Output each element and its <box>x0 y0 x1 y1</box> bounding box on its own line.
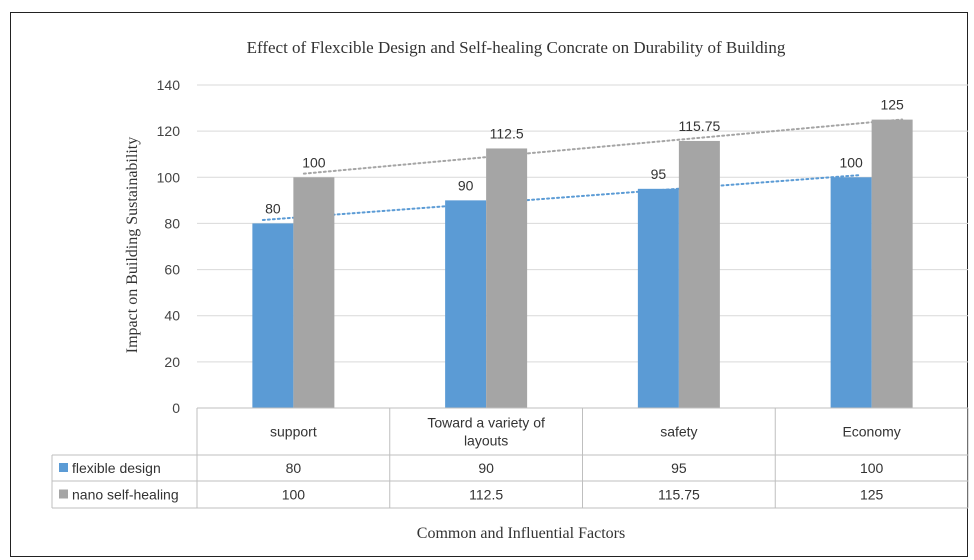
legend-swatch <box>59 489 68 499</box>
y-axis-title: Impact on Building Sustainability <box>124 137 141 353</box>
data-label: 115.75 <box>678 118 720 134</box>
data-label: 112.5 <box>490 125 524 141</box>
data-label: 80 <box>265 200 281 216</box>
data-label: 125 <box>880 97 904 113</box>
bar-flexible-design <box>445 200 487 408</box>
category-label: Economy <box>842 424 900 440</box>
category-label: safety <box>660 424 697 440</box>
data-label: 95 <box>651 166 667 182</box>
table-cell: 115.75 <box>658 487 700 503</box>
bar-nano-self-healing <box>293 177 335 408</box>
bar-nano-self-healing <box>871 119 913 408</box>
x-axis-title: Common and Influential Factors <box>417 525 625 542</box>
trendline-flexible-design <box>261 173 863 221</box>
bar-nano-self-healing <box>678 140 720 408</box>
data-label: 90 <box>458 177 474 193</box>
category-label: layouts <box>464 433 508 449</box>
table-cell: 112.5 <box>469 487 503 503</box>
bar-nano-self-healing <box>486 148 528 409</box>
category-label: Toward a variety of <box>427 415 545 431</box>
data-labels: 80 90 95 100 100 112.5 115.75 125 <box>265 97 904 217</box>
legend-swatch <box>59 463 68 472</box>
y-tick-label: 40 <box>164 308 180 324</box>
y-tick-label: 140 <box>157 77 181 93</box>
legend-label: flexible design <box>72 460 161 476</box>
data-table: support Toward a variety of layouts safety E… <box>51 407 969 509</box>
category-label: support <box>270 424 317 440</box>
table-cell: 95 <box>671 460 687 476</box>
bars <box>252 119 913 409</box>
trendline-nano-self-healing <box>302 118 904 175</box>
bar-flexible-design <box>830 177 872 408</box>
legend-label: nano self-healing <box>72 487 179 503</box>
table-cell: 80 <box>286 460 302 476</box>
table-cell: 90 <box>478 460 494 476</box>
bar-flexible-design <box>637 188 679 408</box>
y-tick-label: 20 <box>164 354 180 370</box>
bar-flexible-design <box>252 223 294 408</box>
y-tick-label: 100 <box>157 169 181 185</box>
data-label: 100 <box>302 154 326 170</box>
data-label: 100 <box>839 154 863 170</box>
y-tick-label: 60 <box>164 262 180 278</box>
table-cell: 125 <box>860 487 884 503</box>
trendlines <box>261 118 904 221</box>
table-cell: 100 <box>860 460 884 476</box>
chart-title: Effect of Flexcible Design and Self-heal… <box>247 38 786 57</box>
y-tick-label: 120 <box>157 123 181 139</box>
table-cell: 100 <box>282 487 306 503</box>
y-axis-ticks: 0 20 40 60 80 100 120 140 <box>157 77 181 416</box>
y-tick-label: 80 <box>164 215 180 231</box>
y-tick-label: 0 <box>172 400 180 416</box>
